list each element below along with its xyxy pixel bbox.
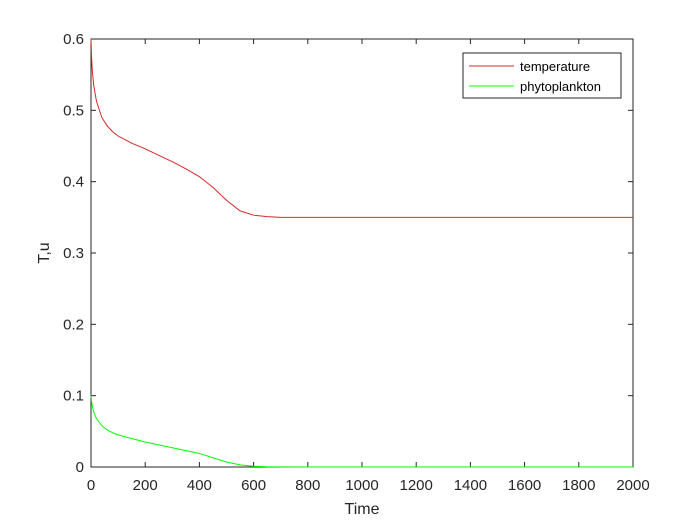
y-tick-label: 0.3 [63,245,84,262]
y-tick-label: 0.4 [63,174,84,191]
x-tick-label: 200 [133,477,158,494]
x-tick-label: 2000 [616,477,649,494]
y-tick-label: 0.5 [63,102,84,119]
legend-label-phytoplankton: phytoplankton [520,79,601,94]
plot-area [90,38,634,468]
x-axis-title: Time [345,501,380,518]
x-tick-label: 400 [187,477,212,494]
y-tick-label: 0.1 [63,388,84,405]
x-tick-label: 1000 [345,477,378,494]
legend-label-temperature: temperature [520,59,590,74]
y-axis-title: T,u [36,242,53,263]
legend-box [462,52,622,99]
series-line-phytoplankton [90,395,633,468]
x-tick-label: 1600 [508,477,541,494]
series-line-temperature [90,38,633,218]
x-tick-label: 800 [295,477,320,494]
legend: temperature phytoplankton [462,52,622,99]
x-tick-label: 0 [87,477,95,494]
series-lines [90,38,633,468]
y-tick-label: 0.6 [63,31,84,48]
x-tick-label: 1800 [562,477,595,494]
x-axis-ticks: 0 200 400 600 800 1000 1200 1400 1600 1800 2000 [87,39,650,494]
y-axis-ticks: 0 0.1 0.2 0.3 0.4 0.5 0.6 [63,31,633,476]
x-tick-label: 1200 [400,477,433,494]
x-tick-label: 1400 [454,477,487,494]
y-tick-label: 0.2 [63,316,84,333]
y-tick-label: 0 [76,459,84,476]
x-tick-label: 600 [241,477,266,494]
